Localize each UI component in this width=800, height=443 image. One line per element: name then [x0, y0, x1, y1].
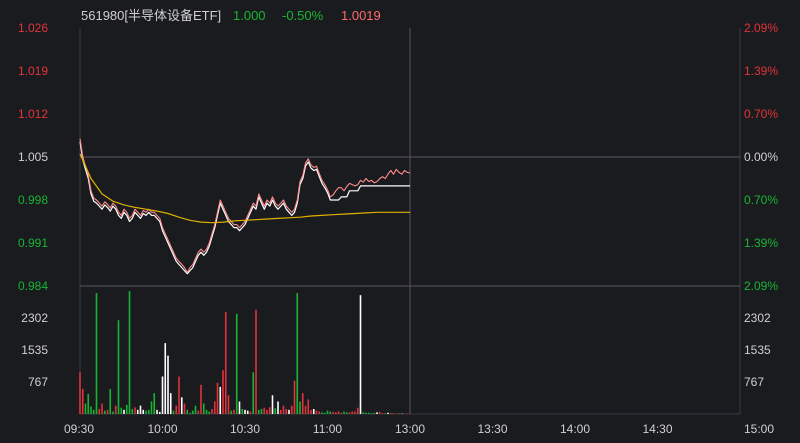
x-tick-label: 09:30	[64, 422, 94, 436]
price-lines	[79, 138, 411, 275]
y-axis-left: 1.026 1.019 1.012 1.005 0.998 0.991 0.984	[18, 21, 48, 293]
x-axis: 09:30 10:00 10:30 11:00 13:00 13:30 14:00 14:30…	[64, 422, 774, 436]
y-left-tick-label: 0.991	[18, 236, 48, 250]
y-right-tick-label: 0.70%	[744, 107, 778, 121]
y-left-tick-label: 1.026	[18, 21, 48, 35]
x-tick-label: 10:00	[147, 422, 177, 436]
y-axis-right: 2.09% 1.39% 0.70% 0.00% 0.70% 1.39% 2.09%	[744, 21, 778, 293]
series-line-average	[79, 153, 410, 224]
x-tick-label: 14:30	[642, 422, 672, 436]
y-right-tick-label: 0.00%	[744, 150, 778, 164]
x-tick-label: 15:00	[744, 422, 774, 436]
y-left-tick-label: 0.998	[18, 193, 48, 207]
y-right-tick-label: 1.39%	[744, 64, 778, 78]
y-left-tick-label: 1.019	[18, 64, 48, 78]
chart-header: 561980[半导体设备ETF] 1.000 -0.50% 1.0019	[81, 8, 381, 23]
x-tick-label: 13:30	[477, 422, 507, 436]
volume-tick-label: 767	[28, 375, 48, 389]
change-percent: -0.50%	[282, 8, 324, 23]
y-right-tick-label: 2.09%	[744, 279, 778, 293]
volume-tick-label-right: 2302	[744, 311, 771, 325]
y-left-tick-label: 1.005	[18, 150, 48, 164]
volume-tick-label-right: 1535	[744, 343, 771, 357]
volume-axis-left: 2302 1535 767	[21, 311, 48, 389]
x-tick-label: 10:30	[230, 422, 260, 436]
y-right-tick-label: 0.70%	[744, 193, 778, 207]
volume-tick-label: 1535	[21, 343, 48, 357]
y-left-tick-label: 1.012	[18, 107, 48, 121]
volume-bars	[79, 291, 411, 414]
volume-tick-label: 2302	[21, 311, 48, 325]
y-right-tick-label: 2.09%	[744, 21, 778, 35]
x-tick-label: 11:00	[313, 422, 342, 436]
security-name: 561980[半导体设备ETF]	[81, 8, 221, 23]
x-tick-label: 14:00	[560, 422, 590, 436]
volume-axis-right: 2302 1535 767	[744, 311, 771, 389]
series-line-price	[79, 141, 410, 275]
series-line-price-overlay	[79, 138, 411, 274]
y-right-tick-label: 1.39%	[744, 236, 778, 250]
current-price: 1.000	[233, 8, 266, 23]
x-tick-label: 13:00	[395, 422, 425, 436]
y-left-tick-label: 0.984	[18, 279, 48, 293]
volume-tick-label-right: 767	[744, 375, 764, 389]
average-price: 1.0019	[341, 8, 381, 23]
